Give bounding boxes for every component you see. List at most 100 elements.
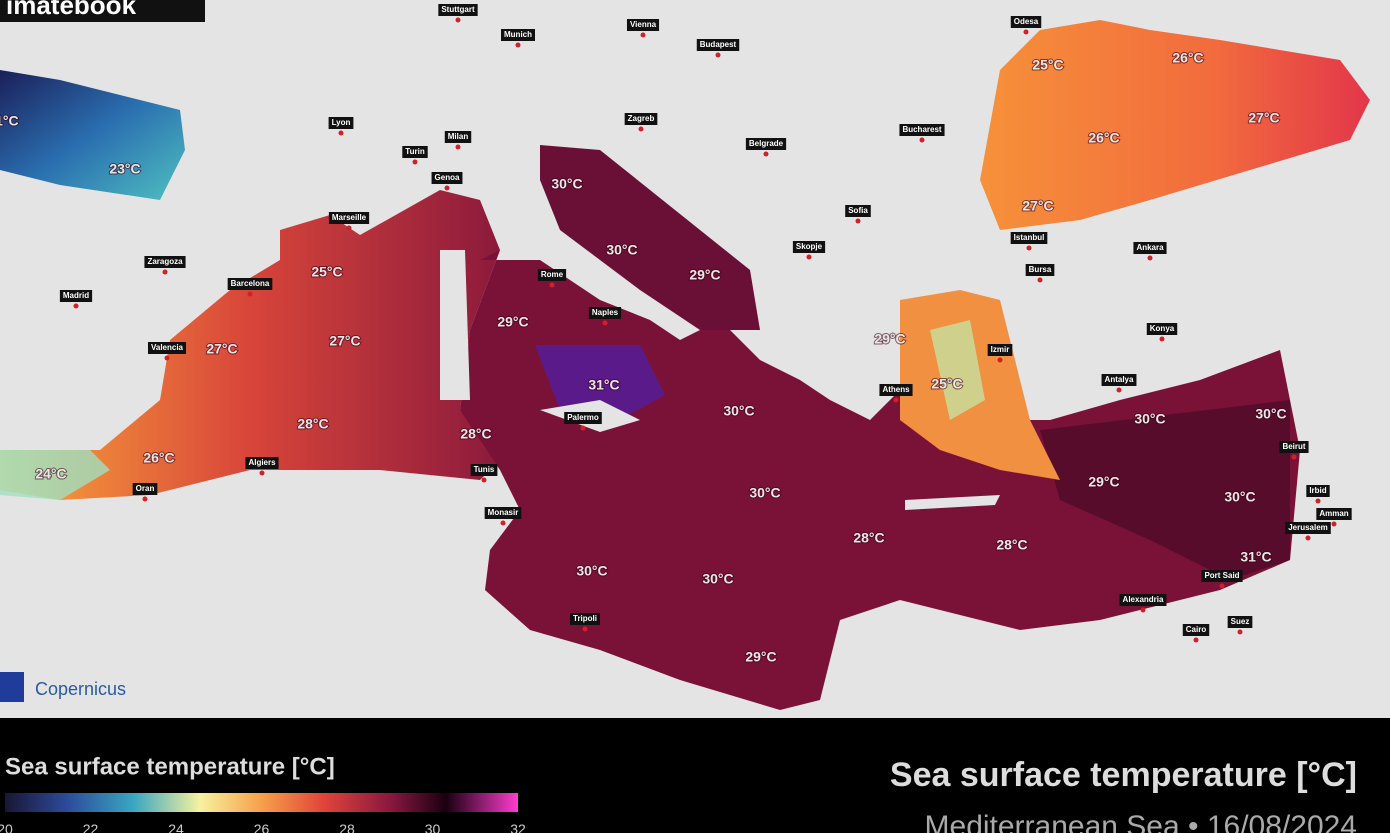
city-dot xyxy=(1023,29,1029,35)
city-name: Rome xyxy=(541,270,564,279)
city-dot xyxy=(515,42,521,48)
temperature-label: 30°C xyxy=(1134,411,1165,427)
sea-central-eastern-med xyxy=(460,250,1300,710)
city-name: Skopje xyxy=(796,242,823,251)
city: Stuttgart xyxy=(438,4,478,23)
city-box xyxy=(328,212,370,224)
city-box xyxy=(1285,522,1331,534)
city-name: Valencia xyxy=(151,343,184,352)
city-box xyxy=(745,138,787,150)
temperature-label: 30°C xyxy=(723,403,754,419)
city: Istanbul xyxy=(1010,232,1048,251)
city-name: Sofia xyxy=(848,206,868,215)
city-name: Cairo xyxy=(1186,625,1207,634)
city-box xyxy=(132,483,158,495)
temperature-label: 30°C xyxy=(606,242,637,258)
city-box xyxy=(438,4,478,16)
city-dot xyxy=(602,320,608,326)
temperature-label: 30°C xyxy=(702,571,733,587)
city-name: Alexandria xyxy=(1123,595,1164,604)
city-dot xyxy=(640,32,646,38)
city: Milan xyxy=(444,131,472,150)
city-name: Ankara xyxy=(1136,243,1164,252)
colorbar-tick-label: 30 xyxy=(425,821,441,833)
city: Izmir xyxy=(987,344,1013,363)
city: Beirut xyxy=(1279,441,1309,460)
city-dot xyxy=(1159,336,1165,342)
subtitle: Mediterranean Sea • 16/08/2024 xyxy=(925,810,1357,833)
colorbar-tick-label: 20 xyxy=(0,821,13,833)
temperature-label: 26°C xyxy=(1172,50,1203,66)
city: Alexandria xyxy=(1119,594,1167,613)
city-dot xyxy=(1147,255,1153,261)
city: Skopje xyxy=(792,241,826,260)
temperature-label: 27°C xyxy=(1022,198,1053,214)
city-box xyxy=(1133,242,1167,254)
city-dot xyxy=(549,282,555,288)
city: Marseille xyxy=(328,212,370,231)
colorbar-tick-label: 24 xyxy=(168,821,184,833)
temperature-label: 27°C xyxy=(1248,110,1279,126)
city-name: Irbid xyxy=(1309,486,1326,495)
city-name: Naples xyxy=(592,308,619,317)
city-dot xyxy=(1291,454,1297,460)
city-name: Budapest xyxy=(700,40,737,49)
city-box xyxy=(1182,624,1210,636)
colorbar-ticks: 20 22 24 26 28 30 32 xyxy=(0,821,526,833)
city-box xyxy=(147,342,187,354)
city-dot xyxy=(73,303,79,309)
city-dot xyxy=(1037,277,1043,283)
brand-box xyxy=(0,0,205,22)
city-box xyxy=(792,241,826,253)
city-name: Palermo xyxy=(567,413,599,422)
temperature-label: 28°C xyxy=(996,537,1027,553)
city-dot xyxy=(893,397,899,403)
city: Amman xyxy=(1316,508,1352,527)
city-name: Milan xyxy=(448,132,469,141)
city-dot xyxy=(444,185,450,191)
city-name: Turin xyxy=(405,147,425,156)
city-dot xyxy=(1116,387,1122,393)
city-box xyxy=(1010,16,1042,28)
city: Zagreb xyxy=(624,113,658,132)
city-name: Port Said xyxy=(1204,571,1239,580)
sea-alboran xyxy=(0,450,110,500)
city-box xyxy=(537,269,567,281)
brand: imatebook xyxy=(6,0,137,20)
title: Sea surface temperature [°C] xyxy=(890,756,1357,794)
city-name: Genoa xyxy=(435,173,460,182)
city-name: Odesa xyxy=(1014,17,1039,26)
temperature-label: 27°C xyxy=(329,333,360,349)
sea-levantine xyxy=(1040,400,1290,580)
eu-flag xyxy=(0,672,24,702)
city: Tunis xyxy=(470,464,498,483)
city-box xyxy=(588,307,622,319)
city: Oran xyxy=(132,483,158,502)
temperature-label: 21°C xyxy=(0,113,19,129)
city-dot xyxy=(1305,535,1311,541)
city: Ankara xyxy=(1133,242,1167,261)
city: Belgrade xyxy=(745,138,787,157)
city-name: Suez xyxy=(1231,617,1250,626)
city-dot xyxy=(997,357,1003,363)
temperature-labels: 21°C 23°C 25°C 26°C 27°C 26°C 27°C 30°C 30°C 29°C… xyxy=(0,49,1288,666)
temperature-label: 29°C xyxy=(1088,474,1119,490)
city-box xyxy=(1201,570,1243,582)
city-name: Amman xyxy=(1319,509,1348,518)
city-box xyxy=(1101,374,1137,386)
footer xyxy=(0,718,1390,833)
city-name: Bursa xyxy=(1029,265,1052,274)
city: Madrid xyxy=(59,290,93,309)
sea-western-med xyxy=(0,190,500,500)
temperature-label: 31°C xyxy=(588,377,619,393)
city-dot xyxy=(1140,607,1146,613)
temperature-label: 25°C xyxy=(931,376,962,392)
city-dot xyxy=(580,425,586,431)
colorbar-tick-label: 22 xyxy=(83,821,99,833)
city: Barcelona xyxy=(227,278,273,297)
city: Odesa xyxy=(1010,16,1042,35)
city: Naples xyxy=(588,307,622,326)
city-name: Tunis xyxy=(474,465,495,474)
city-box xyxy=(1316,508,1352,520)
